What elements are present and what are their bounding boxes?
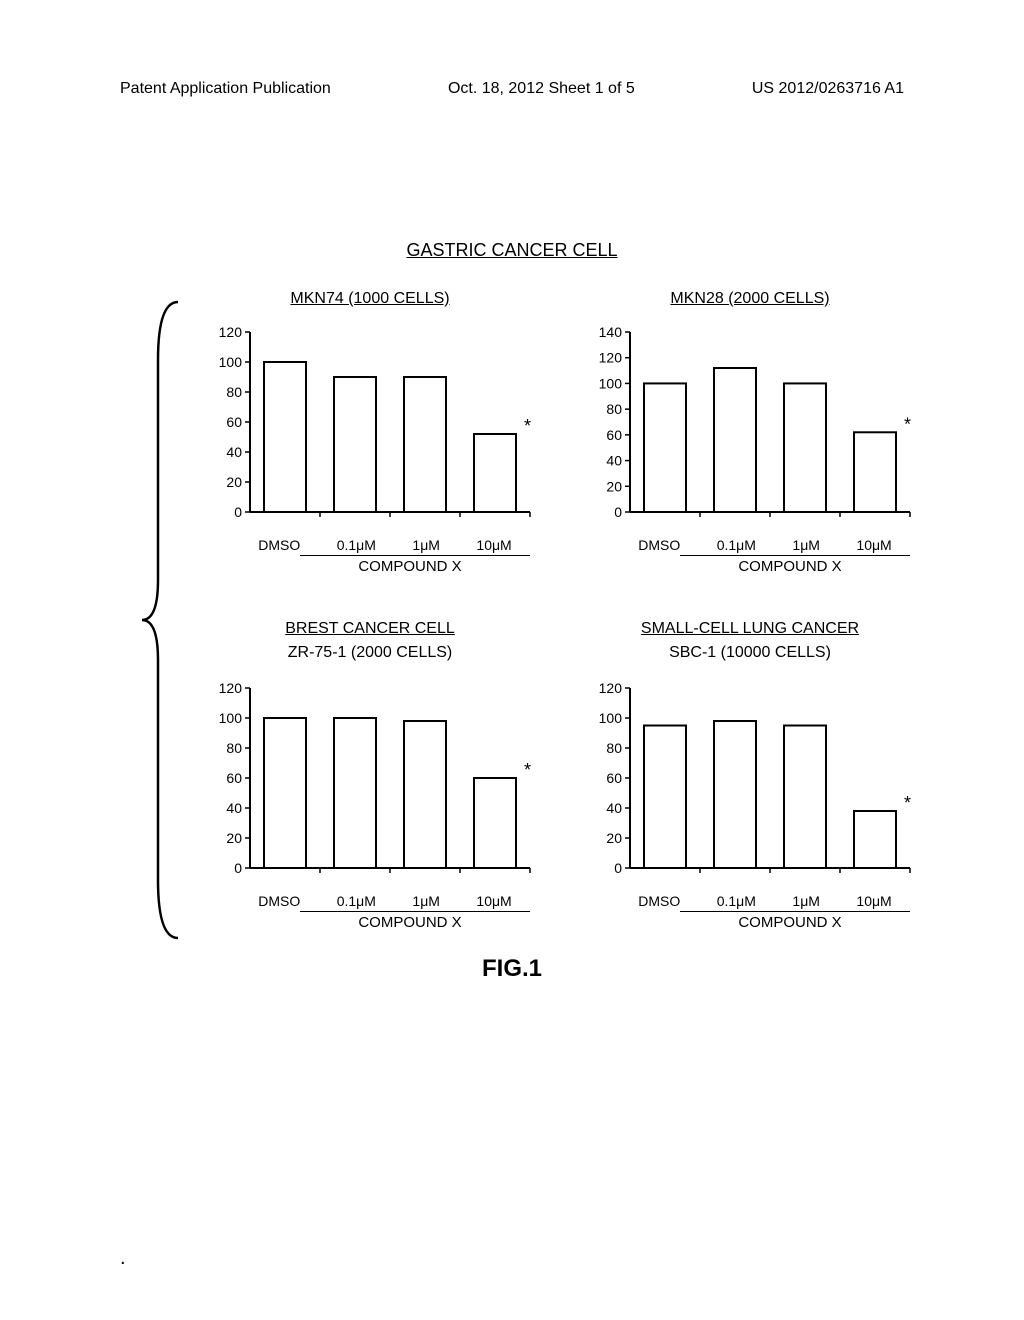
chart-cell-2: BREST CANCER CELL ZR-75-1 (2000 CELLS) 0 20… <box>200 620 540 920</box>
svg-text:80: 80 <box>606 740 622 756</box>
svg-text:60: 60 <box>226 770 242 786</box>
svg-text:80: 80 <box>606 401 622 417</box>
x-tick-label: 1μM <box>792 537 820 553</box>
x-tick-label: 0.1μM <box>337 537 376 553</box>
svg-text:40: 40 <box>606 453 622 469</box>
chart-over-title: BREST CANCER CELL <box>200 620 540 638</box>
svg-text:40: 40 <box>606 800 622 816</box>
chart-cell-0: MKN74 (1000 CELLS) 0 20 40 60 80 100 120 * DMSO 0.… <box>200 290 540 590</box>
svg-text:100: 100 <box>219 710 243 726</box>
chart-grid: MKN74 (1000 CELLS) 0 20 40 60 80 100 120 * DMSO 0.… <box>200 290 920 920</box>
svg-text:0: 0 <box>614 860 622 876</box>
bar-chart-svg: 0 20 40 60 80 100 120 * <box>580 668 920 888</box>
svg-text:20: 20 <box>226 474 242 490</box>
compound-underline <box>680 911 910 912</box>
figure-main-title: GASTRIC CANCER CELL <box>406 240 617 261</box>
svg-text:0: 0 <box>234 860 242 876</box>
compound-underline <box>300 555 530 556</box>
x-tick-label: 1μM <box>792 893 820 909</box>
chart-over-title: SMALL-CELL LUNG CANCER <box>580 620 920 638</box>
x-tick-label: DMSO <box>638 537 680 553</box>
svg-text:60: 60 <box>226 414 242 430</box>
svg-text:*: * <box>904 414 911 434</box>
svg-text:120: 120 <box>599 680 623 696</box>
x-tick-label: 0.1μM <box>337 893 376 909</box>
compound-x-label: COMPOUND X <box>200 914 540 931</box>
compound-underline <box>680 555 910 556</box>
svg-text:140: 140 <box>599 324 623 340</box>
svg-text:100: 100 <box>219 354 243 370</box>
x-tick-label: DMSO <box>258 537 300 553</box>
svg-text:*: * <box>904 793 911 813</box>
svg-text:20: 20 <box>226 830 242 846</box>
compound-underline <box>300 911 530 912</box>
x-tick-label: 10μM <box>856 537 891 553</box>
x-tick-label: 1μM <box>412 893 440 909</box>
chart-subtitle: SBC-1 (10000 CELLS) <box>580 644 920 662</box>
x-axis-labels: DMSO 0.1μM 1μM 10μM <box>580 893 920 909</box>
svg-text:60: 60 <box>606 427 622 443</box>
svg-text:20: 20 <box>606 830 622 846</box>
svg-text:40: 40 <box>226 800 242 816</box>
page-header: Patent Application Publication Oct. 18, … <box>0 80 1024 98</box>
x-tick-label: 10μM <box>856 893 891 909</box>
compound-x-label: COMPOUND X <box>580 558 920 575</box>
x-axis-labels: DMSO 0.1μM 1μM 10μM <box>200 537 540 553</box>
svg-text:80: 80 <box>226 740 242 756</box>
x-tick-label: 0.1μM <box>717 537 756 553</box>
svg-text:120: 120 <box>219 680 243 696</box>
header-right: US 2012/0263716 A1 <box>752 80 904 98</box>
svg-text:40: 40 <box>226 444 242 460</box>
svg-text:80: 80 <box>226 384 242 400</box>
x-axis-labels: DMSO 0.1μM 1μM 10μM <box>200 893 540 909</box>
x-tick-label: 1μM <box>412 537 440 553</box>
x-tick-label: DMSO <box>258 893 300 909</box>
svg-text:*: * <box>524 416 531 436</box>
figure-number-label: FIG.1 <box>482 955 542 983</box>
chart-title: MKN28 (2000 CELLS) <box>580 290 920 308</box>
header-center: Oct. 18, 2012 Sheet 1 of 5 <box>448 80 635 98</box>
chart-title: MKN74 (1000 CELLS) <box>200 290 540 308</box>
stray-dot: . <box>120 1247 126 1270</box>
svg-text:100: 100 <box>599 710 623 726</box>
svg-text:0: 0 <box>614 504 622 520</box>
svg-text:100: 100 <box>599 375 623 391</box>
svg-text:60: 60 <box>606 770 622 786</box>
compound-x-label: COMPOUND X <box>200 558 540 575</box>
x-tick-label: 10μM <box>476 537 511 553</box>
chart-subtitle: ZR-75-1 (2000 CELLS) <box>200 644 540 662</box>
bar-chart-svg: 0 20 40 60 80 100 120 140 * <box>580 312 920 532</box>
x-axis-labels: DMSO 0.1μM 1μM 10μM <box>580 537 920 553</box>
bar-chart-svg: 0 20 40 60 80 100 120 * <box>200 668 540 888</box>
curly-bracket-icon <box>140 300 180 940</box>
chart-cell-3: SMALL-CELL LUNG CANCER SBC-1 (10000 CELLS… <box>580 620 920 920</box>
chart-cell-1: MKN28 (2000 CELLS) 0 20 40 60 80 100 120 140 * DMS… <box>580 290 920 590</box>
svg-text:*: * <box>524 760 531 780</box>
x-tick-label: 10μM <box>476 893 511 909</box>
x-tick-label: 0.1μM <box>717 893 756 909</box>
svg-text:120: 120 <box>219 324 243 340</box>
x-tick-label: DMSO <box>638 893 680 909</box>
header-left: Patent Application Publication <box>120 80 331 98</box>
svg-text:120: 120 <box>599 350 623 366</box>
bar-chart-svg: 0 20 40 60 80 100 120 * <box>200 312 540 532</box>
svg-text:20: 20 <box>606 478 622 494</box>
svg-text:0: 0 <box>234 504 242 520</box>
compound-x-label: COMPOUND X <box>580 914 920 931</box>
